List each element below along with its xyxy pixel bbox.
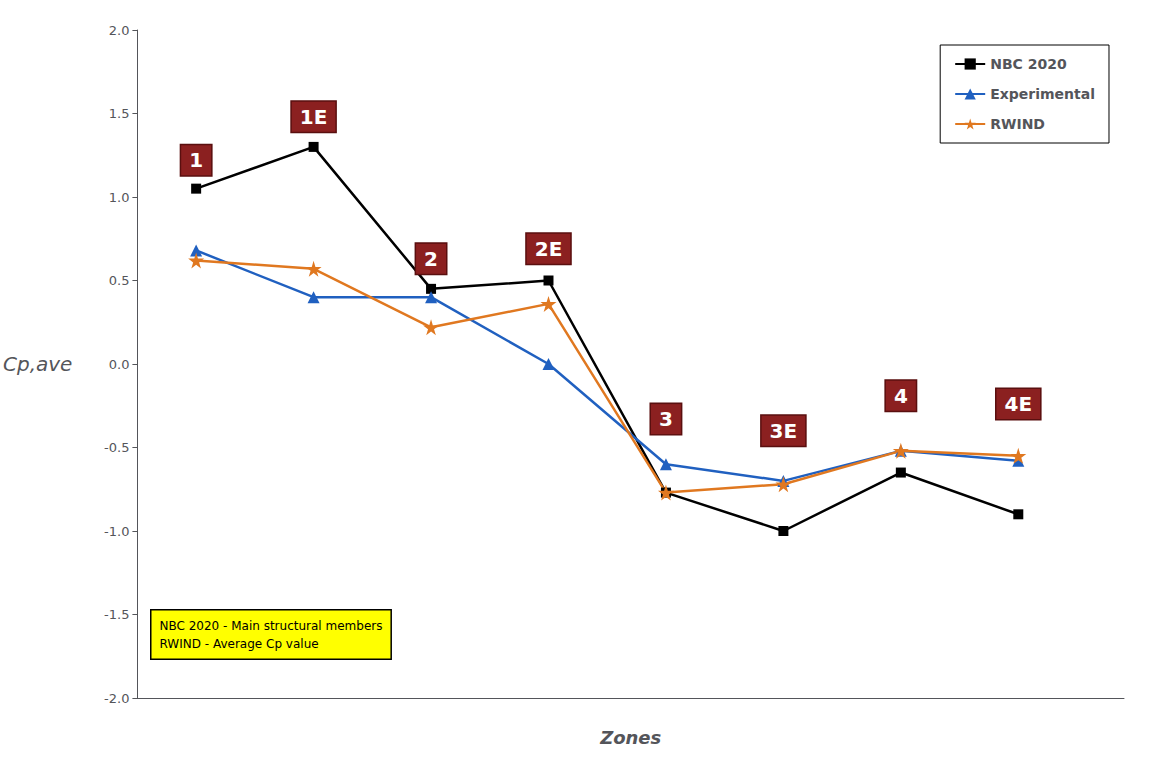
svg-text:Cp,ave: Cp,ave: [3, 352, 72, 376]
svg-text:2.0: 2.0: [109, 23, 130, 38]
svg-text:Experimental: Experimental: [990, 86, 1095, 102]
svg-text:NBC 2020 - Main structural mem: NBC 2020 - Main structural members: [160, 619, 383, 633]
svg-text:1.5: 1.5: [109, 106, 130, 121]
svg-text:-0.5: -0.5: [104, 440, 129, 455]
svg-text:NBC 2020: NBC 2020: [990, 56, 1067, 72]
svg-text:4: 4: [894, 384, 908, 408]
svg-text:0.0: 0.0: [109, 357, 130, 372]
svg-text:-2.0: -2.0: [104, 691, 129, 706]
svg-text:2: 2: [424, 247, 438, 271]
svg-text:3: 3: [659, 407, 673, 431]
svg-text:Zones: Zones: [599, 727, 661, 748]
svg-text:RWIND - Average Cp value: RWIND - Average Cp value: [160, 637, 319, 651]
svg-text:1: 1: [189, 148, 203, 172]
svg-text:4E: 4E: [1005, 392, 1033, 416]
svg-text:-1.0: -1.0: [104, 524, 129, 539]
svg-text:0.5: 0.5: [109, 273, 130, 288]
svg-text:1E: 1E: [300, 105, 328, 129]
svg-text:RWIND: RWIND: [990, 116, 1045, 132]
svg-text:2E: 2E: [535, 237, 563, 261]
svg-text:1.0: 1.0: [109, 190, 130, 205]
svg-text:3E: 3E: [770, 419, 798, 443]
svg-text:-1.5: -1.5: [104, 607, 129, 622]
